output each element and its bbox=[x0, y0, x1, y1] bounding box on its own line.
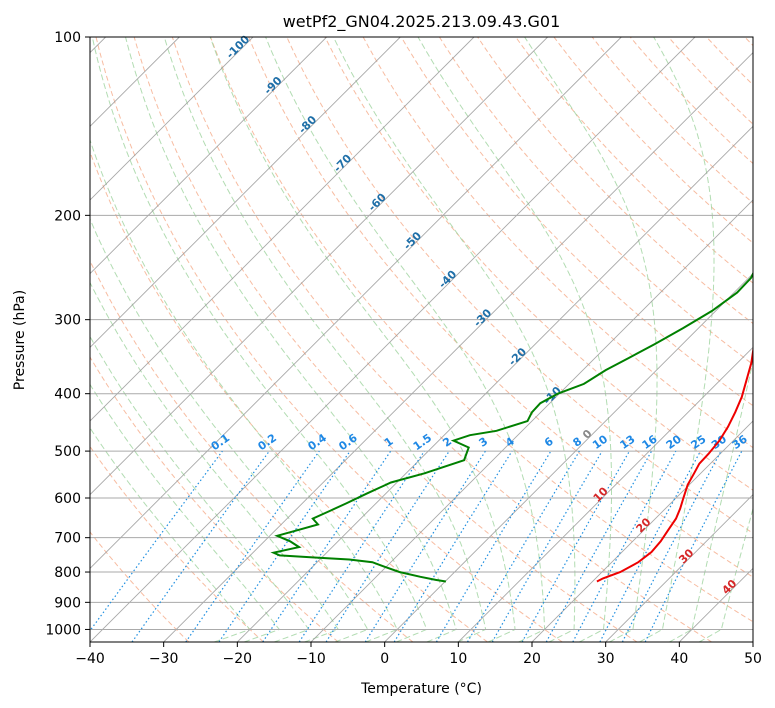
moist-adiabat bbox=[698, 506, 753, 642]
x-tick-label: −30 bbox=[149, 651, 179, 667]
dry-adiabat bbox=[438, 37, 753, 366]
x-tick-label: 10 bbox=[449, 651, 467, 667]
moist-adiabat bbox=[669, 358, 753, 642]
moist-adiabat bbox=[332, 37, 576, 642]
y-tick-label: 100 bbox=[54, 30, 81, 46]
isotherm bbox=[237, 125, 753, 642]
dry-adiabat bbox=[90, 356, 339, 642]
isotherm bbox=[90, 37, 622, 569]
dry-adiabat bbox=[133, 37, 638, 642]
dry-adiabat bbox=[400, 37, 753, 407]
dry-adiabat bbox=[248, 37, 753, 578]
isotherm bbox=[90, 37, 327, 275]
dry-adiabat bbox=[90, 150, 488, 642]
moist-adiabat bbox=[163, 37, 487, 642]
sounding-profiles bbox=[270, 271, 753, 583]
moist-adiabat bbox=[90, 217, 369, 642]
mixing-ratio-line bbox=[218, 450, 351, 642]
isotherm bbox=[384, 273, 753, 642]
moist-adiabat bbox=[91, 37, 428, 642]
dewpoint-profile bbox=[270, 271, 753, 583]
x-tick-label: −10 bbox=[296, 651, 326, 667]
moist-adiabat bbox=[90, 335, 310, 642]
dry-adiabat bbox=[210, 37, 753, 623]
x-tick-label: 20 bbox=[523, 651, 541, 667]
mixing-ratio-line bbox=[393, 450, 513, 642]
background-lines bbox=[90, 37, 753, 642]
isotherm bbox=[90, 37, 401, 348]
isotherm bbox=[90, 37, 548, 496]
moist-adiabat bbox=[417, 37, 612, 642]
dry-adiabat bbox=[553, 37, 753, 244]
moist-adiabat bbox=[639, 37, 715, 642]
mixing-ratio-line bbox=[545, 450, 653, 642]
y-tick-label: 400 bbox=[54, 387, 81, 403]
mixing-ratio-line bbox=[521, 450, 631, 642]
y-tick-label: 200 bbox=[54, 208, 81, 224]
moist-adiabat bbox=[90, 383, 281, 642]
y-axis-label: Pressure (hPa) bbox=[12, 290, 28, 390]
mixing-ratio-line bbox=[262, 450, 392, 642]
x-tick-label: 40 bbox=[670, 651, 688, 667]
y-tick-label: 600 bbox=[54, 491, 81, 507]
y-tick-label: 1000 bbox=[45, 622, 81, 638]
x-axis-label: Temperature (°C) bbox=[360, 681, 482, 697]
isotherm bbox=[163, 52, 753, 642]
dry-adiabat bbox=[90, 531, 190, 642]
mixing-ratio-line bbox=[185, 450, 320, 642]
moist-adiabat bbox=[125, 37, 457, 642]
isotherm bbox=[458, 346, 753, 642]
dry-adiabat bbox=[324, 37, 753, 491]
moist-adiabat bbox=[90, 138, 398, 642]
temperature-profile bbox=[596, 344, 753, 583]
y-tick-label: 900 bbox=[54, 595, 81, 611]
dry-adiabat bbox=[477, 37, 753, 325]
moist-adiabat bbox=[90, 281, 340, 642]
isotherm bbox=[90, 37, 696, 642]
chart-title: wetPf2_GN04.2025.213.09.43.G01 bbox=[283, 12, 561, 32]
dry-adiabat bbox=[171, 37, 712, 642]
moist-adiabat bbox=[265, 37, 546, 642]
dry-adiabat bbox=[90, 259, 414, 642]
mixing-ratio-line bbox=[90, 450, 223, 632]
mixing-ratio-line bbox=[131, 450, 270, 642]
y-tick-label: 300 bbox=[54, 313, 81, 329]
plot-frame bbox=[89, 36, 754, 643]
x-tick-label: −40 bbox=[75, 651, 105, 667]
mixing-ratio-line bbox=[572, 450, 677, 642]
isotherm bbox=[90, 37, 475, 422]
y-tick-label: 500 bbox=[54, 444, 81, 460]
mixing-ratio-line bbox=[298, 450, 425, 642]
y-tick-label: 700 bbox=[54, 531, 81, 547]
moist-adiabat bbox=[90, 427, 251, 642]
isotherm bbox=[531, 420, 753, 642]
x-tick-label: −20 bbox=[223, 651, 253, 667]
axis-ticks: −40 −30 −20 −10 0 10 20 30 40 50 100 200 300 400 500 60… bbox=[45, 30, 762, 667]
mixing-ratio-line bbox=[644, 450, 743, 642]
dry-adiabat bbox=[95, 37, 563, 642]
isotherm bbox=[310, 199, 753, 642]
x-tick-label: 0 bbox=[380, 651, 389, 667]
dry-adiabat bbox=[591, 37, 753, 204]
moist-adiabat bbox=[524, 37, 658, 642]
isotherm bbox=[90, 37, 254, 201]
dry-adiabat bbox=[286, 37, 753, 534]
isotherm bbox=[605, 494, 753, 642]
x-tick-label: 50 bbox=[744, 651, 762, 667]
x-tick-label: 30 bbox=[597, 651, 615, 667]
y-tick-label: 800 bbox=[54, 565, 81, 581]
moist-adiabat bbox=[209, 37, 516, 642]
